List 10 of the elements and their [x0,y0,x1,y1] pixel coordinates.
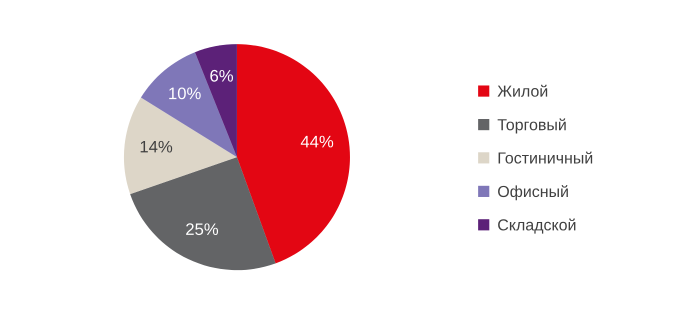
legend-label: Складской [498,218,576,234]
legend-label: Гостиничный [498,152,592,164]
legend-label: Офисный [498,185,568,200]
data-label: 25% [186,223,218,236]
legend-label: Жилой [498,84,548,97]
data-label: 14% [140,140,172,153]
legend-label: Торговый [498,118,566,134]
data-label: 44% [300,136,334,148]
data-label: 10% [169,87,201,100]
data-label: 6% [210,70,233,82]
